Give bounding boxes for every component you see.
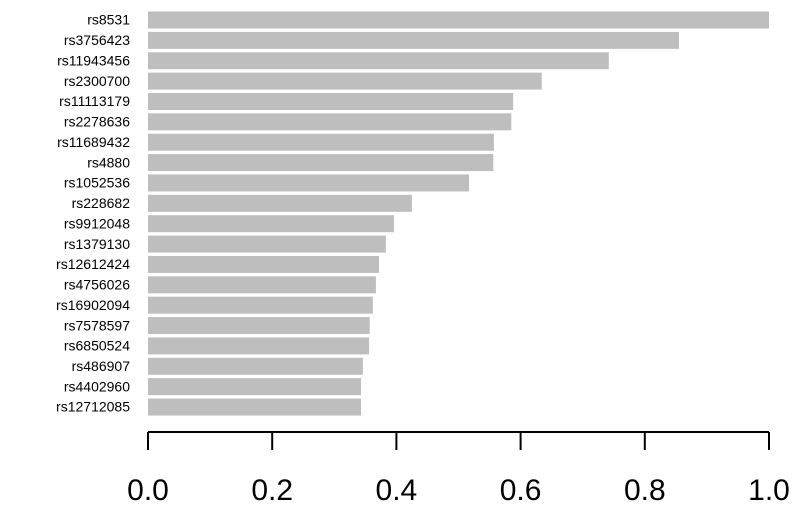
y-tick-label: rs11689432	[57, 134, 130, 150]
y-tick-label: rs1052536	[64, 175, 130, 191]
y-tick-label: rs9912048	[64, 215, 130, 231]
bar	[148, 357, 363, 375]
y-tick-label: rs4756026	[64, 277, 130, 293]
y-tick-label: rs228682	[72, 195, 131, 211]
bar	[148, 255, 380, 273]
bar	[148, 52, 609, 70]
bar	[148, 194, 412, 212]
y-tick-label: rs2278636	[64, 114, 130, 130]
y-tick-label: rs4880	[87, 154, 130, 170]
y-tick-label: rs11113179	[59, 93, 130, 109]
x-tick-label: 1.0	[748, 474, 790, 507]
y-tick-label: rs1379130	[64, 236, 130, 252]
y-tick-label: rs6850524	[64, 338, 130, 354]
bar	[148, 398, 362, 416]
bar	[148, 133, 494, 151]
bar	[148, 378, 362, 396]
y-tick-label: rs11943456	[57, 52, 130, 68]
y-tick-label: rs8531	[87, 12, 130, 28]
y-tick-label: rs12712085	[56, 399, 130, 415]
y-tick-label: rs3756423	[64, 32, 130, 48]
bar	[148, 276, 376, 294]
x-tick-label: 0.4	[376, 474, 418, 507]
bar	[148, 72, 542, 90]
x-tick-label: 0.2	[251, 474, 293, 507]
bar	[148, 31, 679, 49]
bar	[148, 113, 512, 131]
y-tick-label: rs4402960	[64, 378, 130, 394]
y-tick-label: rs12612424	[56, 256, 130, 272]
y-tick-label: rs16902094	[56, 297, 130, 313]
bar	[148, 215, 394, 233]
x-tick-label: 0.8	[624, 474, 666, 507]
bar	[148, 296, 373, 314]
x-tick-label: 0.0	[127, 474, 169, 507]
y-tick-label: rs2300700	[64, 73, 130, 89]
bar	[148, 317, 370, 335]
bar	[148, 174, 470, 192]
bar	[148, 154, 494, 172]
bar	[148, 235, 386, 253]
x-tick-label: 0.6	[500, 474, 542, 507]
y-tick-label: rs7578597	[64, 317, 130, 333]
bar	[148, 11, 769, 29]
bar	[148, 337, 370, 355]
y-tick-label: rs486907	[72, 358, 131, 374]
bar	[148, 92, 514, 110]
